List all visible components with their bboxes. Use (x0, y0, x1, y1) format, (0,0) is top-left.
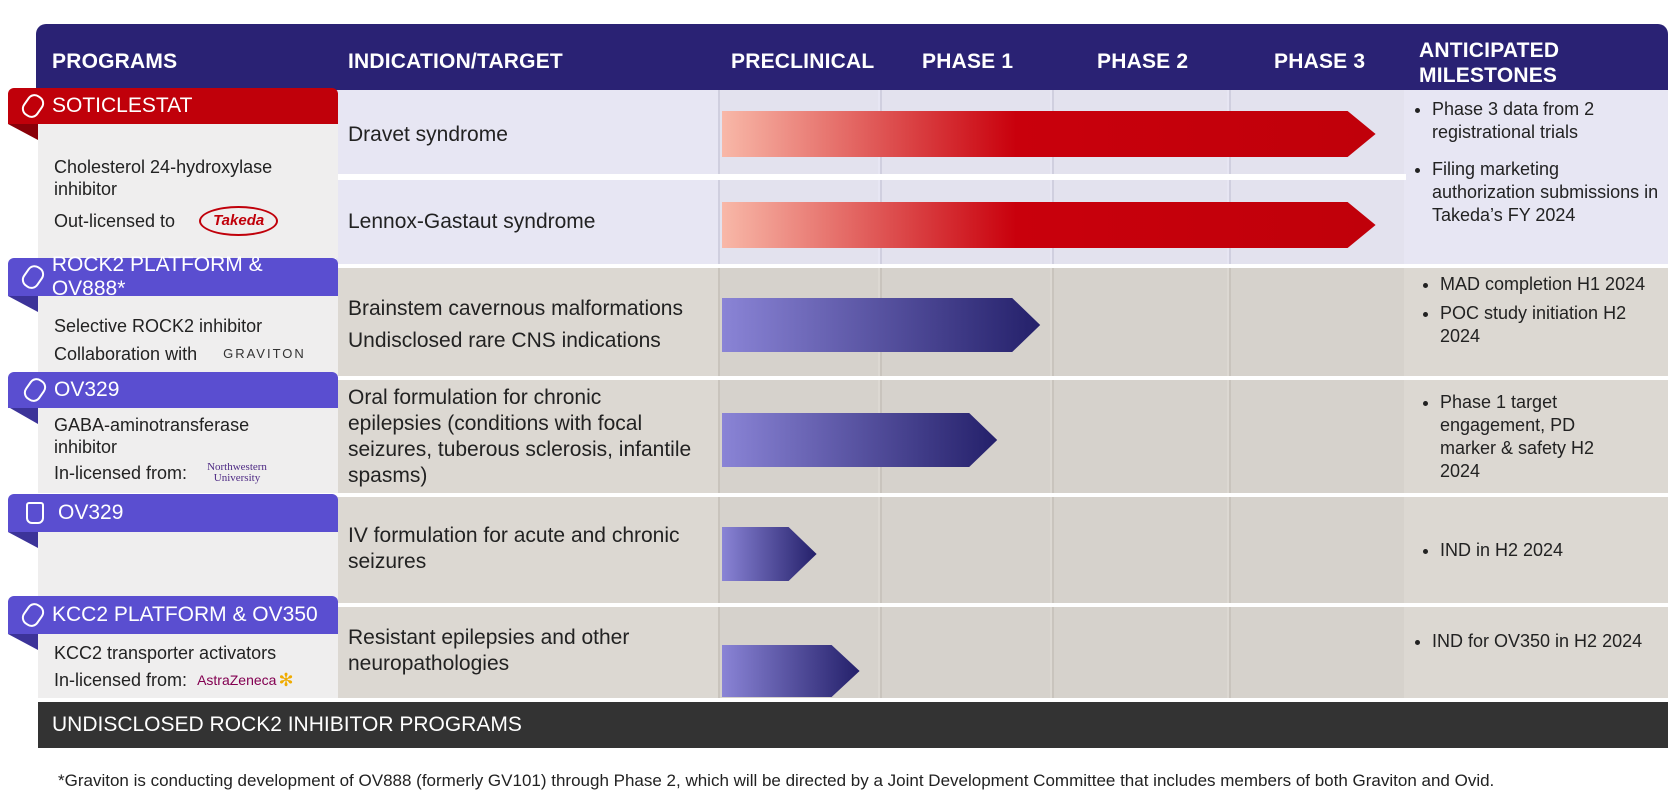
header-phase3: PHASE 3 (1274, 50, 1366, 73)
ribbon-fold (8, 296, 38, 312)
indication-lgs: Lennox-Gastaut syndrome (348, 210, 596, 233)
program-kcc2: KCC2 PLATFORM & OV350 (8, 596, 338, 634)
program-name: ROCK2 PLATFORM & OV888* (51, 253, 263, 300)
program-ov329-iv: OV329 (8, 494, 338, 532)
undisclosed-programs-bar: UNDISCLOSED ROCK2 INHIBITOR PROGRAMS (38, 702, 1668, 748)
graviton-logo: GRAVITON (223, 346, 306, 361)
header-phase2: PHASE 2 (1097, 50, 1189, 73)
phase-cell (1052, 380, 1227, 493)
program-details: KCC2 transporter activators In-licensed … (38, 634, 338, 698)
pipeline-arrow-5 (722, 527, 817, 581)
indication-rock2: Brainstem cavernous malformations Undisc… (348, 297, 683, 352)
milestone: Filing marketing authorization submissio… (1432, 158, 1660, 227)
milestones-kcc2: IND for OV350 in H2 2024 (1410, 630, 1650, 667)
program-rock2: ROCK2 PLATFORM & OV888* (8, 253, 338, 300)
milestone: POC study initiation H2 2024 (1440, 302, 1664, 348)
ribbon-fold (8, 124, 38, 140)
pipeline-arrow-6 (722, 645, 860, 697)
phase-cell (1052, 497, 1227, 603)
program-details: Cholesterol 24-hydroxylase inhibitor Out… (38, 124, 338, 258)
indication-oral: Oral formulation for chronic epilepsies … (348, 386, 692, 487)
astrazeneca-symbol-icon: ✻ (278, 670, 294, 690)
milestone: IND for OV350 in H2 2024 (1432, 630, 1650, 653)
header-programs: PROGRAMS (52, 50, 178, 73)
pipeline-arrow-3 (722, 298, 1041, 352)
milestone: Phase 3 data from 2 registrational trial… (1432, 98, 1660, 144)
phase-cell (880, 607, 1050, 698)
program-ov329-oral: OV329 (8, 372, 338, 408)
pipeline-arrow-4 (722, 413, 998, 467)
phase-cell (1229, 380, 1404, 493)
indication-dravet: Dravet syndrome (348, 123, 508, 146)
phase-cell (1052, 607, 1227, 698)
program-name: OV329 (58, 501, 124, 524)
pipeline-arrow-2 (722, 202, 1376, 248)
phase-cell (1052, 268, 1227, 376)
ribbon-fold (8, 634, 38, 650)
pipeline-arrow-1 (722, 111, 1376, 157)
header-preclinical: PRECLINICAL (731, 50, 875, 73)
indication-kcc2: Resistant epilepsies and other neuropath… (348, 626, 630, 675)
header-milestones: ANTICIPATED MILESTONES (1419, 39, 1560, 87)
program-name: KCC2 PLATFORM & OV350 (52, 603, 318, 626)
phase-cell (1229, 268, 1404, 376)
takeda-logo: Takeda (199, 206, 279, 236)
footnote: *Graviton is conducting development of O… (58, 771, 1495, 790)
ribbon-fold (10, 408, 38, 424)
iv-bag-icon (26, 502, 44, 524)
milestones-rock2: MAD completion H1 2024 POC study initiat… (1418, 273, 1664, 362)
phase-cell (880, 497, 1050, 603)
header-indication: INDICATION/TARGET (348, 50, 563, 73)
milestones-oral: Phase 1 target engagement, PD marker & s… (1418, 391, 1618, 497)
northwestern-logo: Northwestern University (207, 461, 267, 484)
program-details: GABA-aminotransferase inhibitor In-licen… (38, 408, 338, 493)
milestone: MAD completion H1 2024 (1440, 273, 1664, 296)
program-details: Selective ROCK2 inhibitor Collaboration … (38, 296, 338, 376)
header-bar (36, 24, 1668, 90)
program-soticlestat: SOTICLESTAT (8, 88, 338, 124)
milestone: Phase 1 target engagement, PD marker & s… (1440, 391, 1618, 483)
milestones-iv: IND in H2 2024 (1418, 539, 1658, 576)
band-soti-ms-join (1406, 174, 1668, 182)
phase-cell (1229, 497, 1404, 603)
astrazeneca-logo: AstraZeneca (197, 672, 277, 688)
milestone: IND in H2 2024 (1440, 539, 1658, 562)
program-name: OV329 (54, 378, 120, 401)
milestones-soticlestat: Phase 3 data from 2 registrational trial… (1410, 98, 1660, 241)
phase-cell (1229, 607, 1404, 698)
indication-iv: IV formulation for acute and chronic sei… (348, 524, 680, 573)
program-details (38, 532, 338, 603)
program-name: SOTICLESTAT (52, 94, 193, 117)
header-phase1: PHASE 1 (922, 50, 1014, 73)
ribbon-fold (8, 532, 38, 548)
